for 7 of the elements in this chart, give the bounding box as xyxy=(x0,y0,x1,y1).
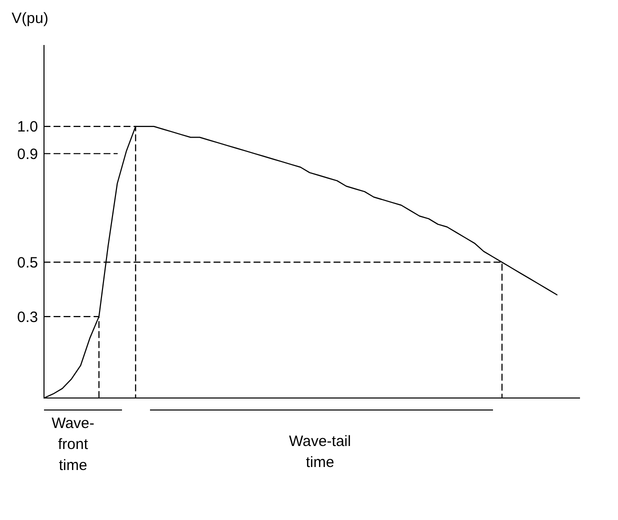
y-tick-label: 0.9 xyxy=(17,146,38,163)
y-tick-label: 0.3 xyxy=(17,308,38,326)
y-axis-title: V(pu) xyxy=(12,10,48,27)
y-tick-label: 0.5 xyxy=(17,254,38,272)
text: Wave-tail time xyxy=(289,433,351,471)
y-tick-label: 1.0 xyxy=(17,118,38,136)
text: Wave-front time xyxy=(52,415,94,474)
